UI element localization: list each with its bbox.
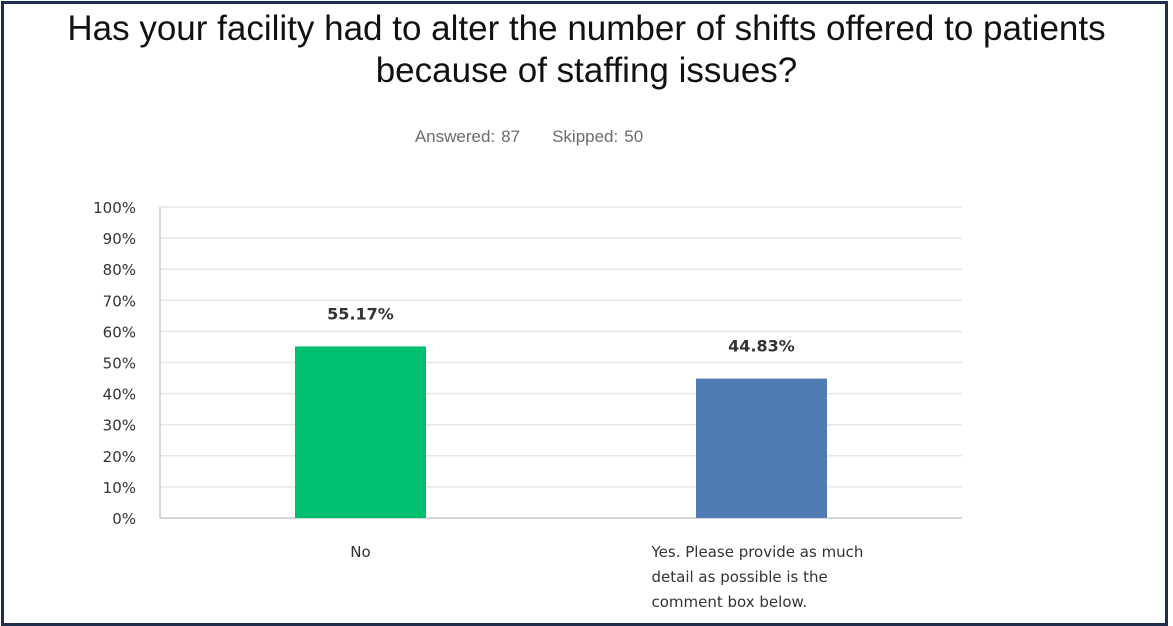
x-category-label: Yes. Please provide as much	[651, 543, 864, 561]
answered-count: 87	[501, 127, 521, 146]
skipped-count: 50	[624, 127, 644, 146]
y-tick-label: 80%	[103, 261, 136, 279]
data-label: 55.17%	[327, 304, 394, 323]
answered-stat: Answered: 87	[415, 127, 520, 147]
y-tick-label: 50%	[103, 355, 136, 373]
bar-no	[295, 346, 426, 518]
response-stats: Answered: 87 Skipped: 50	[0, 127, 1173, 147]
y-tick-label: 90%	[103, 230, 136, 248]
y-tick-label: 60%	[103, 323, 136, 341]
y-tick-label: 100%	[93, 199, 136, 217]
y-tick-label: 70%	[103, 292, 136, 310]
x-category-label: No	[350, 543, 370, 561]
x-category-label: comment box below.	[652, 593, 808, 611]
y-tick-label: 30%	[103, 417, 136, 435]
skipped-label: Skipped:	[552, 127, 619, 146]
y-tick-label: 0%	[112, 510, 136, 528]
x-category-label: detail as possible is the	[652, 568, 828, 586]
y-tick-label: 40%	[103, 386, 136, 404]
skipped-stat: Skipped: 50	[552, 127, 643, 147]
y-tick-label: 10%	[103, 479, 136, 497]
data-label: 44.83%	[728, 337, 795, 356]
answered-label: Answered:	[414, 127, 496, 146]
bar-yes	[696, 378, 827, 518]
chart-title: Has your facility had to alter the numbe…	[67, 9, 1106, 90]
y-tick-label: 20%	[103, 448, 136, 466]
